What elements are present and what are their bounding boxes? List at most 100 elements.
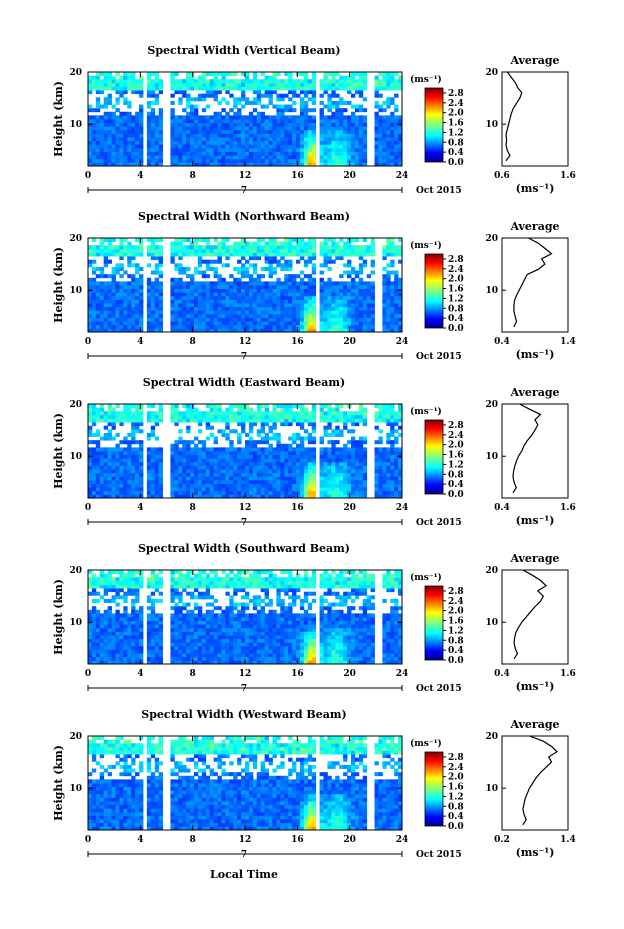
heatmap-cell	[390, 126, 395, 131]
heatmap-cell	[272, 328, 277, 333]
colorbar	[424, 253, 444, 329]
heatmap-cell	[303, 140, 309, 145]
heatmap-cell	[158, 259, 163, 264]
heatmap-cell	[268, 465, 273, 470]
heatmap-cell	[241, 299, 246, 304]
heatmap-cell	[88, 487, 93, 492]
heatmap-cell	[154, 82, 160, 87]
heatmap-cell	[225, 144, 230, 149]
heatmap-cell	[343, 469, 348, 474]
heatmap-cell	[150, 86, 156, 91]
heatmap-cell	[386, 461, 391, 466]
heatmap-cell	[327, 72, 332, 77]
heatmap-cell	[358, 137, 364, 142]
heatmap-cell	[201, 443, 207, 448]
heatmap-cell	[296, 144, 301, 149]
heatmap-cell	[170, 295, 175, 300]
heatmap-cell	[88, 635, 93, 640]
heatmap-cell	[135, 440, 140, 445]
heatmap-cell	[139, 281, 144, 286]
heatmap-cell	[103, 140, 109, 145]
heatmap-cell	[386, 324, 391, 329]
heatmap-cell	[331, 454, 336, 459]
heatmap-cell	[139, 303, 144, 308]
heatmap-cell	[205, 295, 211, 300]
heatmap-cell	[174, 137, 179, 142]
heatmap-cell	[323, 432, 328, 437]
heatmap-cell	[150, 432, 156, 437]
heatmap-cell	[221, 328, 226, 333]
heatmap-cell	[331, 476, 336, 481]
heatmap-cell	[225, 151, 230, 156]
heatmap-cell	[323, 144, 328, 149]
heatmap-cell	[311, 97, 317, 102]
heatmap-cell	[292, 458, 297, 463]
heatmap-cell	[115, 129, 120, 134]
heatmap-cell	[256, 451, 262, 456]
y-tick-label: 20	[69, 400, 82, 410]
heatmap-cell	[358, 469, 364, 474]
heatmap-cell	[146, 93, 152, 98]
heatmap-cell	[131, 487, 136, 492]
heatmap-cell	[229, 295, 234, 300]
heatmap-cell	[150, 248, 156, 253]
avg-y-tick-label: 10	[485, 452, 498, 462]
heatmap-cell	[319, 277, 324, 282]
heatmap-cell	[303, 324, 309, 329]
heatmap-cell	[115, 122, 120, 127]
heatmap-cell	[276, 252, 281, 257]
heatmap-cell	[319, 79, 324, 84]
heatmap-cell	[237, 414, 242, 419]
heatmap-cell	[382, 490, 387, 495]
heatmap-cell	[88, 86, 93, 91]
heatmap-cell	[280, 158, 285, 163]
heatmap-cell	[91, 432, 97, 437]
heatmap-cell	[347, 454, 352, 459]
heatmap-cell	[107, 151, 112, 156]
heatmap-cell	[252, 472, 258, 477]
heatmap-cell	[339, 129, 344, 134]
heatmap-cell	[303, 451, 309, 456]
heatmap-cell	[331, 72, 336, 77]
heatmap-cell	[201, 440, 207, 445]
heatmap-cell	[213, 411, 218, 416]
heatmap-cell	[370, 270, 375, 275]
heatmap-cell	[343, 126, 348, 131]
heatmap-cell	[99, 418, 105, 423]
heatmap-cell	[252, 494, 258, 499]
heatmap-cell	[201, 299, 207, 304]
heatmap-cell	[390, 465, 395, 470]
heatmap-cell	[123, 90, 128, 95]
heatmap-cell	[280, 317, 285, 322]
heatmap-cell	[201, 72, 207, 77]
heatmap-cell	[311, 144, 317, 149]
heatmap-cell	[284, 490, 289, 495]
heatmap-cell	[260, 411, 266, 416]
heatmap-cell	[221, 129, 226, 134]
heatmap-cell	[390, 303, 395, 308]
heatmap-cell	[241, 295, 246, 300]
heatmap-cell	[237, 122, 242, 127]
heatmap-cell	[91, 638, 97, 643]
heatmap-cell	[362, 487, 368, 492]
heatmap-cell	[154, 75, 160, 80]
heatmap-cell	[390, 487, 395, 492]
heatmap-cell	[382, 129, 387, 134]
heatmap-cell	[323, 238, 328, 243]
heatmap-cell	[350, 126, 356, 131]
heatmap-cell	[296, 465, 301, 470]
heatmap-cell	[154, 479, 160, 484]
heatmap-cell	[264, 422, 269, 427]
heatmap-cell	[209, 140, 215, 145]
heatmap-cell	[135, 299, 140, 304]
heatmap-cell	[158, 454, 163, 459]
heatmap-cell	[107, 324, 112, 329]
heatmap-cell	[390, 447, 395, 452]
heatmap-cell	[139, 248, 144, 253]
heatmap-cell	[307, 158, 313, 163]
colorbar-tick-label: 0.0	[448, 490, 464, 500]
heatmap-cell	[288, 490, 293, 495]
heatmap-cell	[107, 238, 112, 243]
heatmap-cell	[197, 155, 203, 160]
heatmap-cell	[276, 432, 281, 437]
